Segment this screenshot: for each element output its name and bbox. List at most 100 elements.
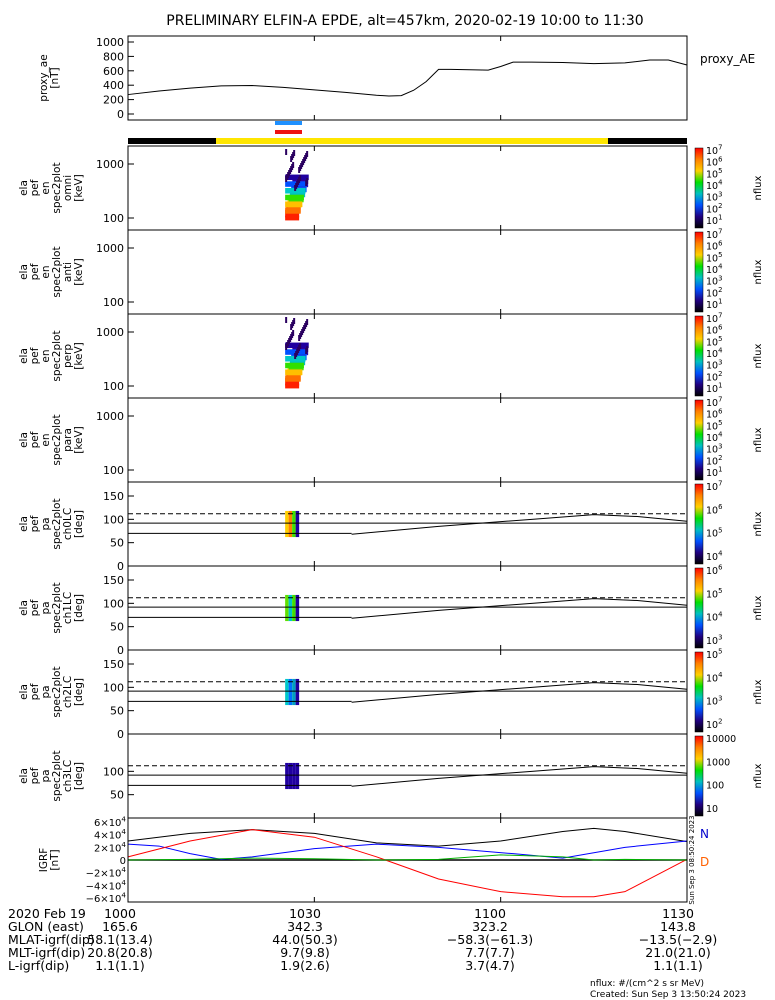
colorbar-tick-label: 102: [706, 202, 722, 215]
colorbar-tick-label: 106: [706, 407, 722, 420]
y-tick-label: 100: [103, 681, 124, 694]
n-label: N: [700, 827, 709, 841]
pa-spectrogram-cell: [295, 594, 300, 622]
spectrogram-band: [285, 194, 304, 201]
panel-para: elapefenspec2plotpara[keV]10001001071061…: [18, 396, 764, 483]
colorbar-label: nflux: [753, 175, 764, 200]
panel-frame: [127, 35, 688, 121]
footer-value: 1.1(1.1): [653, 958, 703, 973]
y-tick-label: 100: [103, 513, 124, 526]
y-tick-label: 100: [103, 296, 124, 309]
spectrogram-band: [285, 375, 301, 382]
pa-spectrogram-cell: [285, 594, 289, 622]
pa-spectrogram-cell: [292, 594, 296, 622]
colorbar-tick-label: 105: [706, 648, 722, 661]
colorbar-tick-label: 102: [706, 718, 722, 731]
igrf-series-0: [127, 827, 688, 847]
pa-lines-pa-curve: [351, 766, 688, 787]
science-zone-bar-red: [275, 130, 302, 134]
plot-title: PRELIMINARY ELFIN-A EPDE, alt=457km, 202…: [166, 13, 643, 29]
status-bar-black-left: [128, 138, 216, 144]
footer-value: 20.8(20.8): [87, 945, 152, 960]
y-tick-label: 0: [117, 560, 124, 573]
spectrogram-band: [285, 342, 309, 349]
y-axis-label: elapefenspec2plotomni[keV]: [18, 162, 85, 213]
y-axis-label: elapefpaspec2plotch1LC[deg]: [18, 582, 85, 633]
colorbar-tick-label: 103: [706, 358, 722, 371]
y-tick-label: 1000: [96, 326, 124, 339]
y-tick-label: 4×104: [94, 827, 126, 842]
created-note: Created: Sun Sep 3 13:50:24 2023: [590, 990, 746, 1000]
y-axis-label: elapefpaspec2plotch0LC[deg]: [18, 498, 85, 549]
y-tick-label: −6×104: [86, 891, 127, 906]
footer-row-label: MLAT-igrf(dip): [8, 932, 95, 947]
pa-spectrogram-cell: [292, 510, 296, 538]
pa-lines-pa-curve: [351, 598, 688, 619]
spectrogram-speck: [290, 156, 293, 162]
colorbar-tick-label: 106: [706, 155, 722, 168]
spectrogram-speck: [285, 317, 288, 323]
colorbar-tick-label: 105: [706, 335, 722, 348]
pa-spectrogram-cell: [292, 678, 296, 706]
y-tick-label: −4×104: [86, 878, 127, 893]
footer-time: 1130: [662, 906, 694, 921]
panel-frame: [127, 817, 688, 903]
legend-proxy-ae: proxy_AE: [700, 52, 755, 66]
footer-time: 1000: [104, 906, 136, 921]
colorbar-ch1LC: [694, 567, 704, 649]
footer-value: 165.6: [102, 919, 138, 934]
footer-date: 2020 Feb 19: [8, 906, 86, 921]
panel-frame: [127, 733, 688, 819]
footer-value: 1.9(2.6): [280, 958, 330, 973]
colorbar-tick-label: 104: [706, 610, 722, 623]
y-tick-label: 50: [110, 537, 124, 550]
y-tick-label: 0: [117, 644, 124, 657]
colorbar-tick-label: 104: [706, 671, 722, 684]
y-tick-label: 2×104: [94, 840, 126, 855]
footer-row-label: GLON (east): [8, 919, 84, 934]
colorbar-perp: [694, 315, 704, 397]
y-tick-label: 400: [103, 79, 124, 92]
spectrogram-speck: [298, 167, 301, 173]
colorbar-tick-label: 104: [706, 347, 722, 360]
colorbar-tick-label: 105: [706, 526, 722, 539]
spectrogram-band: [285, 207, 301, 214]
spectrogram-speck: [285, 344, 288, 350]
colorbar-tick-label: 103: [706, 190, 722, 203]
pa-spectrogram-cell: [295, 762, 300, 790]
colorbar-tick-label: 103: [706, 694, 722, 707]
y-tick-label: 1000: [96, 36, 124, 49]
footer-value: 323.2: [472, 919, 508, 934]
y-tick-label: 100: [103, 765, 124, 778]
panel-ch3LC: elapefpaspec2plotch3LC[deg] 100 50 10000 100…: [18, 733, 764, 819]
igrf-series-1: [127, 840, 688, 860]
pa-spectrogram-cell: [288, 594, 293, 622]
panel-frame: [127, 481, 688, 567]
spectrogram-speck: [285, 149, 288, 155]
colorbar-tick-label: 106: [706, 323, 722, 336]
spectrogram-band: [285, 174, 309, 181]
y-tick-label: 1000: [96, 158, 124, 171]
y-tick-label: 50: [110, 705, 124, 718]
pa-spectrogram-cell: [285, 678, 289, 706]
footer-value: 9.7(9.8): [280, 945, 330, 960]
footer-value: −13.5(−2.9): [639, 932, 717, 947]
y-axis-label: elapefenspec2plotpara[keV]: [18, 414, 85, 465]
panel-frame: [127, 397, 688, 483]
colorbar-tick-label: 101: [706, 214, 722, 227]
y-tick-label: 100: [103, 597, 124, 610]
date-stamp: Sun Sep 3 08:50:24 2023: [688, 815, 696, 904]
igrf-series-3: [127, 854, 688, 861]
colorbar-label: nflux: [753, 259, 764, 284]
colorbar-tick-label: 105: [706, 419, 722, 432]
colorbar-tick-label: 106: [706, 564, 722, 577]
footer-value: 1.1(1.1): [95, 958, 145, 973]
panel-ch0LC: elapefpaspec2plotch0LC[deg] 150 100 50 0 107 1…: [18, 480, 764, 573]
ephemeris-bars: [128, 121, 687, 144]
colorbar-tick-label: 107: [706, 228, 722, 241]
footer-value: 7.7(7.7): [465, 945, 515, 960]
panel-frame: [127, 229, 688, 315]
y-tick-label: 800: [103, 50, 124, 63]
colorbar-label: nflux: [753, 679, 764, 704]
